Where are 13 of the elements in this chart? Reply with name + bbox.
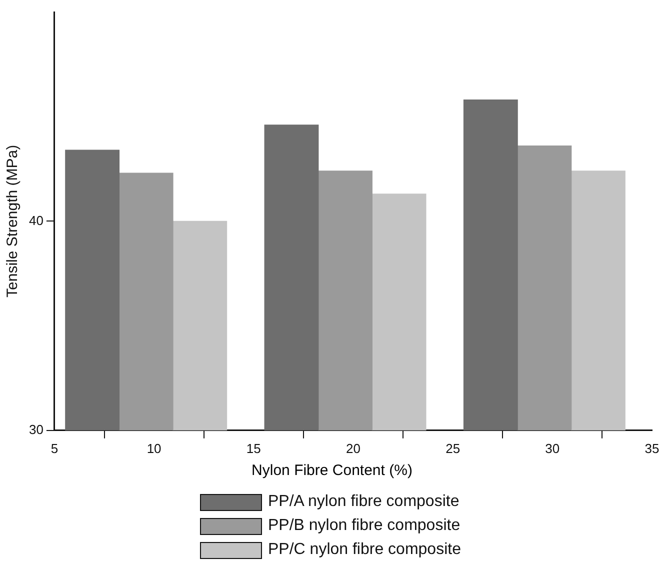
- x-tick-label: 5: [50, 440, 58, 456]
- x-tick-label: 30: [545, 440, 560, 456]
- x-tick-label: 20: [346, 440, 360, 456]
- x-tick-label: 15: [246, 440, 261, 456]
- x-tick-label: 25: [446, 440, 460, 456]
- legend-label: PP/A nylon fibre composite: [268, 493, 460, 511]
- y-axis-title: Tensile Strength (MPa): [4, 144, 22, 298]
- legend-label: PP/C nylon fibre composite: [268, 541, 461, 559]
- x-axis-title: Nylon Fibre Content (%): [250, 462, 414, 479]
- legend-label: PP/B nylon fibre composite: [268, 517, 460, 535]
- y-tick-label: 40: [28, 212, 44, 228]
- x-tick-label: 35: [644, 440, 660, 456]
- x-tick-label: 10: [146, 440, 162, 456]
